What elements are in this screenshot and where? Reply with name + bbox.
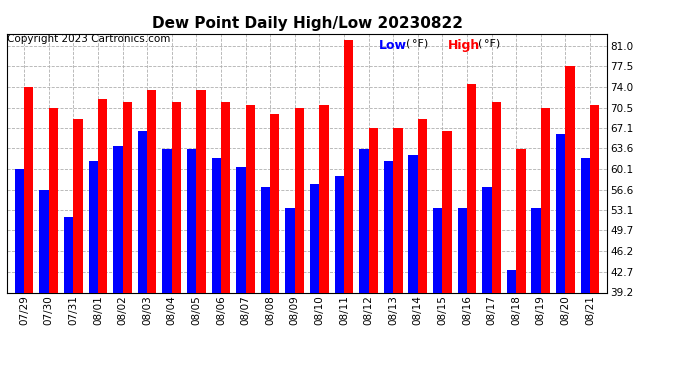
Bar xyxy=(270,114,279,292)
Bar xyxy=(246,105,255,292)
Bar xyxy=(123,102,132,292)
Bar xyxy=(261,188,270,292)
Bar xyxy=(368,128,378,292)
Bar xyxy=(172,102,181,292)
Bar xyxy=(39,190,49,292)
Bar xyxy=(556,134,565,292)
Bar xyxy=(457,208,467,292)
Bar xyxy=(310,184,319,292)
Bar xyxy=(344,40,353,292)
Bar xyxy=(147,90,157,292)
Bar xyxy=(162,149,172,292)
Bar xyxy=(295,108,304,292)
Bar xyxy=(580,158,590,292)
Text: Copyright 2023 Cartronics.com: Copyright 2023 Cartronics.com xyxy=(7,34,170,44)
Text: Low: Low xyxy=(379,39,407,52)
Bar xyxy=(541,108,550,292)
Bar xyxy=(212,158,221,292)
Bar xyxy=(24,87,34,292)
Bar xyxy=(88,161,98,292)
Bar xyxy=(73,119,83,292)
Bar xyxy=(236,166,246,292)
Bar xyxy=(393,128,402,292)
Title: Dew Point Daily High/Low 20230822: Dew Point Daily High/Low 20230822 xyxy=(152,16,462,31)
Bar xyxy=(14,169,24,292)
Bar xyxy=(482,188,491,292)
Bar xyxy=(113,146,123,292)
Bar xyxy=(319,105,328,292)
Bar xyxy=(98,99,107,292)
Bar xyxy=(516,149,526,292)
Bar xyxy=(467,84,476,292)
Bar xyxy=(531,208,541,292)
Bar xyxy=(442,131,452,292)
Bar xyxy=(138,131,147,292)
Text: °F): °F) xyxy=(412,39,428,49)
Bar xyxy=(187,149,197,292)
Bar xyxy=(590,105,600,292)
Bar xyxy=(197,90,206,292)
Bar xyxy=(491,102,501,292)
Bar xyxy=(384,161,393,292)
Bar xyxy=(359,149,368,292)
Bar xyxy=(286,208,295,292)
Bar xyxy=(49,108,58,292)
Bar xyxy=(64,217,73,292)
Bar xyxy=(433,208,442,292)
Bar xyxy=(335,176,344,292)
Bar xyxy=(565,66,575,292)
Text: (: ( xyxy=(478,39,482,49)
Bar xyxy=(417,119,427,292)
Text: High: High xyxy=(448,39,480,52)
Bar xyxy=(507,270,516,292)
Text: (: ( xyxy=(406,39,411,49)
Text: °F): °F) xyxy=(484,39,500,49)
Bar xyxy=(221,102,230,292)
Bar xyxy=(408,155,417,292)
